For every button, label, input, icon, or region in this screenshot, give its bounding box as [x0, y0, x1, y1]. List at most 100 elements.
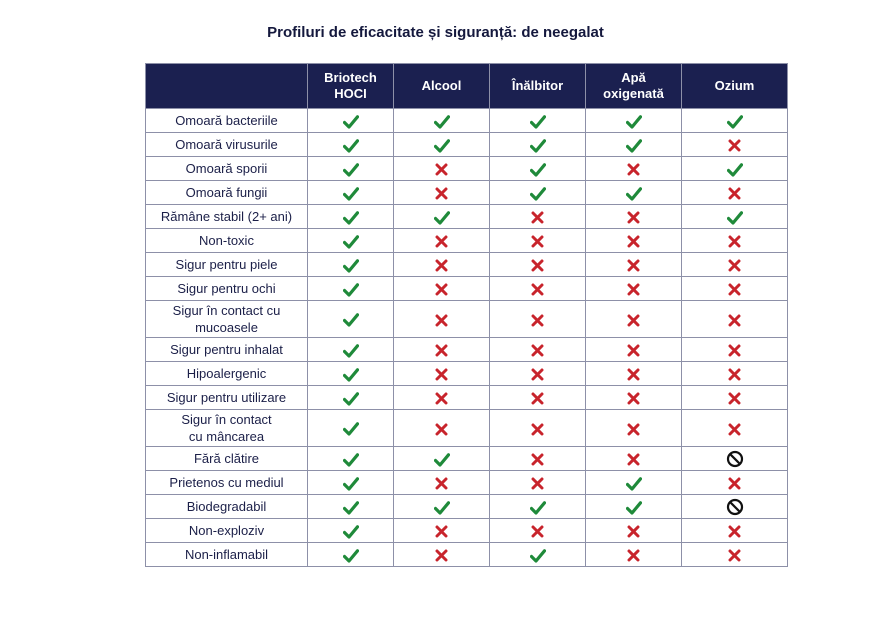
table-cell	[585, 276, 682, 301]
row-label: Sigur pentru ochi	[145, 276, 308, 301]
table-cell	[681, 132, 788, 157]
table-cell	[489, 337, 586, 362]
row-label: Sigur pentru utilizare	[145, 385, 308, 410]
text-line: oxigenată	[603, 86, 664, 101]
row-label: Prietenos cu mediul	[145, 470, 308, 495]
cross-icon	[728, 235, 741, 248]
table-row: Sigur în contact cu mucoasele	[145, 300, 788, 338]
cross-icon	[627, 283, 640, 296]
table-row: Rămâne stabil (2+ ani)	[145, 204, 788, 229]
text-line: Sigur pentru utilizare	[166, 390, 287, 405]
check-icon	[625, 138, 642, 153]
table-cell	[307, 518, 394, 543]
table-cell	[393, 409, 490, 447]
check-icon	[529, 162, 546, 177]
cross-icon	[627, 453, 640, 466]
check-icon	[342, 548, 359, 563]
table-cell	[585, 252, 682, 277]
cross-icon	[728, 477, 741, 490]
check-icon	[726, 114, 743, 129]
check-icon	[342, 476, 359, 491]
check-icon	[433, 138, 450, 153]
cross-icon	[435, 477, 448, 490]
check-icon	[342, 234, 359, 249]
check-icon	[342, 524, 359, 539]
table-cell	[585, 542, 682, 567]
table-cell	[585, 409, 682, 447]
cross-icon	[728, 314, 741, 327]
table-cell	[489, 361, 586, 386]
cross-icon	[728, 139, 741, 152]
text-line: Omoară sporii	[185, 161, 268, 176]
check-icon	[342, 138, 359, 153]
table-cell	[489, 108, 586, 133]
cross-icon	[435, 525, 448, 538]
table-cell	[307, 385, 394, 410]
cross-icon	[728, 259, 741, 272]
cross-icon	[627, 259, 640, 272]
check-icon	[342, 162, 359, 177]
cross-icon	[627, 314, 640, 327]
table-cell	[307, 156, 394, 181]
cross-icon	[627, 392, 640, 405]
table-row: Sigur pentru ochi	[145, 276, 788, 301]
table-cell	[393, 132, 490, 157]
cross-icon	[531, 525, 544, 538]
row-label: Hipoalergenic	[145, 361, 308, 386]
table-row: Biodegradabil	[145, 494, 788, 519]
table-cell	[489, 204, 586, 229]
text-line: Sigur pentru ochi	[177, 281, 276, 296]
text-line: Omoară fungii	[185, 185, 268, 200]
table-cell	[307, 470, 394, 495]
table-cell	[393, 470, 490, 495]
text-line: Rămâne stabil (2+ ani)	[160, 209, 293, 224]
table-row: Omoară sporii	[145, 156, 788, 181]
table-cell	[489, 494, 586, 519]
text-line: Sigur pentru inhalat	[170, 342, 283, 357]
table-cell	[585, 385, 682, 410]
check-icon	[433, 500, 450, 515]
cross-icon	[435, 368, 448, 381]
table-cell	[585, 180, 682, 205]
table-cell	[585, 132, 682, 157]
table-cell	[393, 337, 490, 362]
table-cell	[585, 337, 682, 362]
cross-icon	[531, 344, 544, 357]
table-cell	[489, 252, 586, 277]
cross-icon	[627, 549, 640, 562]
text-line: Non-exploziv	[188, 523, 265, 538]
table-cell	[307, 361, 394, 386]
header-cell-briotech: Briotech HOCI	[307, 63, 394, 109]
cross-icon	[435, 423, 448, 436]
cross-icon	[531, 477, 544, 490]
check-icon	[433, 114, 450, 129]
text-line: Fără clătire	[193, 451, 260, 466]
table-cell	[681, 446, 788, 471]
cross-icon	[728, 344, 741, 357]
table-cell	[585, 518, 682, 543]
check-icon	[342, 114, 359, 129]
table-cell	[489, 132, 586, 157]
header-cell-ozium: Ozium	[681, 63, 788, 109]
table-cell	[393, 385, 490, 410]
text-line: Hipoalergenic	[186, 366, 267, 381]
table-cell	[681, 276, 788, 301]
check-icon	[529, 186, 546, 201]
table-cell	[307, 132, 394, 157]
check-icon	[342, 343, 359, 358]
table-cell	[307, 108, 394, 133]
table-cell	[489, 446, 586, 471]
text-line: Biodegradabil	[186, 499, 267, 514]
table-cell	[585, 494, 682, 519]
check-icon	[342, 452, 359, 467]
table-cell	[681, 252, 788, 277]
row-label: Sigur pentru inhalat	[145, 337, 308, 362]
cross-icon	[728, 368, 741, 381]
table-cell	[393, 300, 490, 338]
row-label: Sigur pentru piele	[145, 252, 308, 277]
check-icon	[342, 422, 359, 436]
table-cell	[681, 409, 788, 447]
check-icon	[726, 162, 743, 177]
table-cell	[681, 337, 788, 362]
row-label: Omoară bacteriile	[145, 108, 308, 133]
